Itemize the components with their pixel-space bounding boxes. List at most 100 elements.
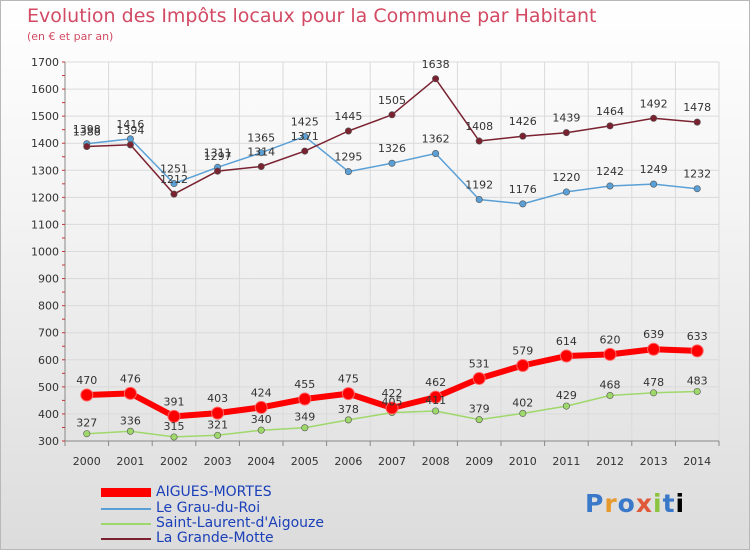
y-tick-label: 1100: [31, 218, 59, 231]
series-point-0: [385, 401, 399, 415]
series-point-3: [257, 162, 265, 170]
series-point-3: [301, 147, 309, 155]
series-point-0: [472, 371, 486, 385]
data-label: 1297: [204, 150, 232, 163]
legend-swatch: [101, 488, 151, 497]
data-label: 478: [643, 376, 664, 389]
series-point-1: [693, 185, 701, 193]
data-label: 327: [76, 417, 97, 430]
legend-swatch: [101, 538, 151, 540]
x-tick-label: 2006: [334, 455, 362, 468]
y-tick-label: 1600: [31, 83, 59, 96]
series-point-1: [650, 180, 658, 188]
y-tick-label: 1000: [31, 246, 59, 259]
legend-swatch: [101, 523, 151, 525]
series-point-0: [80, 388, 94, 402]
data-label: 1371: [291, 130, 319, 143]
series-point-0: [123, 386, 137, 400]
data-label: 1192: [465, 179, 493, 192]
y-tick-label: 1500: [31, 110, 59, 123]
x-tick-label: 2007: [378, 455, 406, 468]
data-label: 1295: [334, 151, 362, 164]
series-point-3: [126, 141, 134, 149]
series-point-3: [475, 137, 483, 145]
y-tick-label: 700: [38, 327, 59, 340]
data-label: 620: [600, 333, 621, 346]
data-label: 391: [164, 395, 185, 408]
series-point-3: [214, 167, 222, 175]
data-label: 1416: [116, 118, 144, 131]
data-label: 403: [207, 392, 228, 405]
data-label: 1492: [640, 97, 668, 110]
series-point-3: [606, 122, 614, 130]
series-point-2: [214, 431, 222, 439]
series-point-3: [170, 190, 178, 198]
data-label: 1362: [422, 133, 450, 146]
data-label: 1398: [73, 123, 101, 136]
data-label: 1326: [378, 142, 406, 155]
x-tick-label: 2008: [422, 455, 450, 468]
data-label: 1439: [552, 112, 580, 125]
series-point-1: [170, 180, 178, 188]
series-point-2: [83, 430, 91, 438]
data-label: 483: [687, 374, 708, 387]
data-label: 468: [600, 379, 621, 392]
data-label: 405: [382, 396, 403, 409]
series-point-0: [167, 409, 181, 423]
chart-title: Evolution des Impôts locaux pour la Comm…: [27, 5, 597, 27]
x-tick-label: 2014: [683, 455, 711, 468]
series-point-3: [562, 129, 570, 137]
series-point-1: [519, 200, 527, 208]
series-point-0: [254, 400, 268, 414]
data-label: 379: [469, 403, 490, 416]
data-label: 1388: [73, 125, 101, 138]
series-point-3: [388, 111, 396, 119]
data-label: 321: [207, 418, 228, 431]
data-label: 429: [556, 389, 577, 402]
x-tick-label: 2013: [640, 455, 668, 468]
series-point-1: [388, 159, 396, 167]
x-tick-label: 2011: [552, 455, 580, 468]
data-label: 422: [382, 387, 403, 400]
data-label: 1394: [116, 124, 144, 137]
data-label: 424: [251, 386, 272, 399]
data-label: 476: [120, 372, 141, 385]
series-point-0: [603, 347, 617, 361]
data-label: 1464: [596, 105, 624, 118]
data-label: 402: [512, 396, 533, 409]
series-point-0: [559, 349, 573, 363]
data-label: 475: [338, 373, 359, 386]
series-point-0: [298, 392, 312, 406]
series-point-3: [432, 75, 440, 83]
series-point-3: [519, 132, 527, 140]
data-label: 1638: [422, 58, 450, 71]
grid: [64, 61, 720, 442]
data-label: 1212: [160, 173, 188, 186]
x-tick-label: 2010: [509, 455, 537, 468]
series: [80, 75, 704, 441]
data-label: 336: [120, 414, 141, 427]
legend-swatch: [101, 508, 151, 510]
series-point-2: [301, 424, 309, 432]
data-label: 1425: [291, 115, 319, 128]
series-point-3: [344, 127, 352, 135]
y-tick-label: 1400: [31, 137, 59, 150]
legend-label: AIGUES-MORTES: [156, 484, 272, 500]
chart-subtitle: (en € et par an): [27, 30, 114, 43]
data-label: 1505: [378, 94, 406, 107]
data-label: 315: [164, 420, 185, 433]
data-label: 1176: [509, 183, 537, 196]
x-tick-label: 2012: [596, 455, 624, 468]
data-label: 614: [556, 335, 577, 348]
series-point-0: [429, 390, 443, 404]
y-tick-label: 1200: [31, 191, 59, 204]
series-point-0: [690, 344, 704, 358]
data-label: 1445: [334, 110, 362, 123]
y-tick-label: 400: [38, 408, 59, 421]
x-tick-label: 2002: [160, 455, 188, 468]
legend-label: La Grande-Motte: [156, 530, 274, 546]
series-point-0: [341, 387, 355, 401]
data-label: 579: [512, 344, 533, 357]
